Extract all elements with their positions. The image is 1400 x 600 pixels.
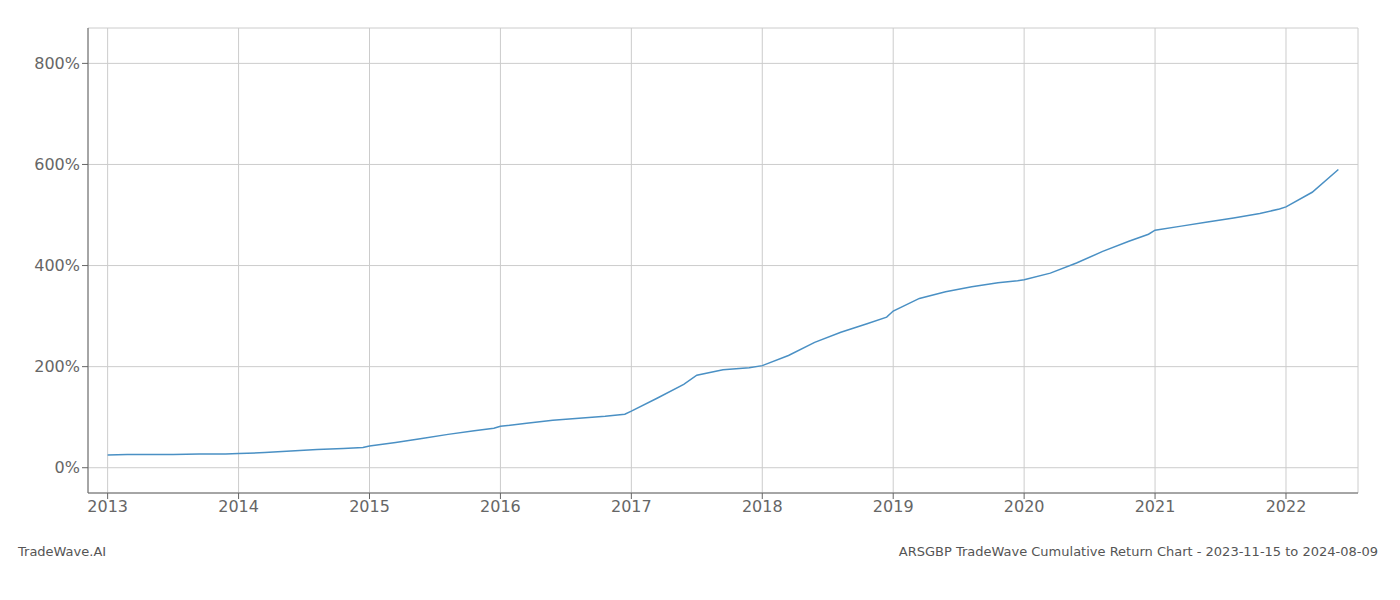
svg-text:2019: 2019: [873, 497, 914, 516]
svg-text:2016: 2016: [480, 497, 521, 516]
svg-text:2015: 2015: [349, 497, 390, 516]
svg-text:2022: 2022: [1266, 497, 1307, 516]
svg-text:800%: 800%: [34, 54, 80, 73]
svg-text:200%: 200%: [34, 357, 80, 376]
svg-text:400%: 400%: [34, 256, 80, 275]
svg-text:600%: 600%: [34, 155, 80, 174]
svg-text:2017: 2017: [611, 497, 652, 516]
svg-text:2013: 2013: [87, 497, 128, 516]
svg-text:2020: 2020: [1004, 497, 1045, 516]
svg-text:2018: 2018: [742, 497, 783, 516]
svg-text:2014: 2014: [218, 497, 259, 516]
svg-text:0%: 0%: [55, 458, 80, 477]
html-text:TradeWave.AI: TradeWave.AI: [18, 544, 107, 559]
html-text:ARSGBP TradeWave Cumulative Re: ARSGBP TradeWave Cumulative Return Chart…: [898, 544, 1378, 559]
svg-text:2021: 2021: [1135, 497, 1176, 516]
